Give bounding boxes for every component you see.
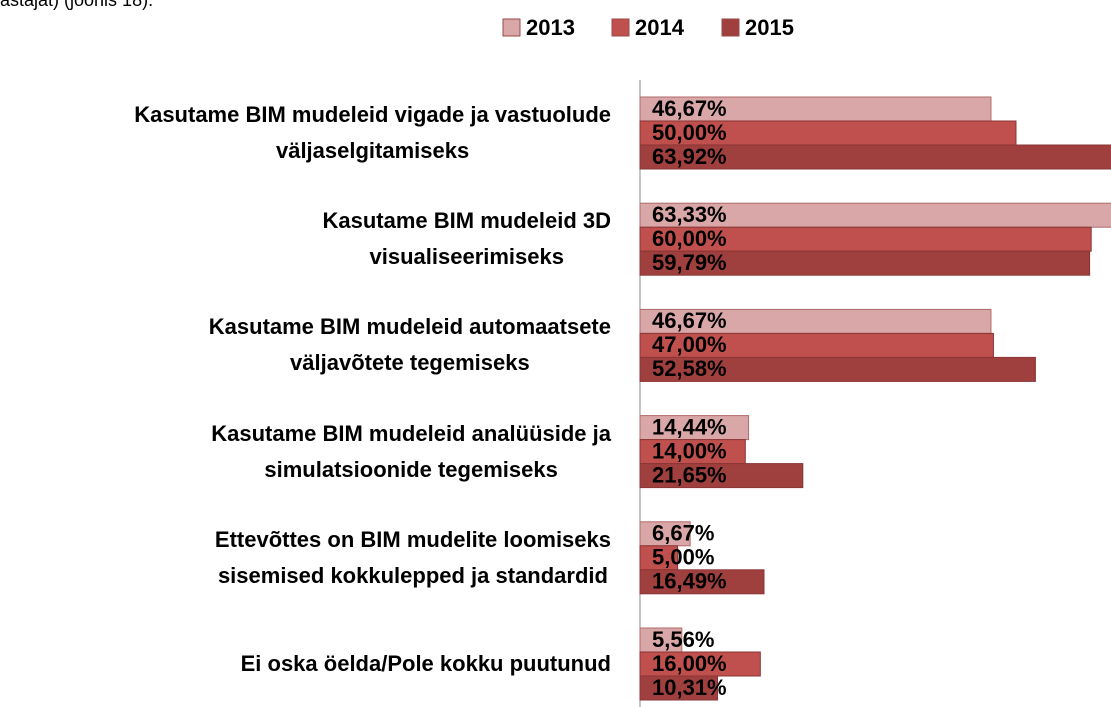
category-line: Kasutame BIM mudeleid 3D	[322, 208, 611, 234]
category-line: Kasutame BIM mudeleid analüüside ja	[211, 420, 611, 446]
category-label: Kasutame BIM mudeleid analüüside ja simul…	[211, 416, 611, 488]
bar	[639, 569, 765, 595]
legend-swatch	[611, 18, 630, 37]
bar	[639, 356, 1036, 382]
data-label: 6,67%	[652, 521, 714, 546]
category-line: simulatsioonide tegemiseks	[264, 456, 558, 482]
data-label: 63,92%	[652, 144, 727, 169]
data-label: 63,33%	[652, 202, 727, 227]
data-label: 21,65%	[652, 462, 727, 487]
category-line: sisemised kokkulepped ja standardid	[217, 562, 608, 588]
data-label: 59,79%	[652, 250, 727, 275]
data-label: 5,00%	[652, 545, 714, 570]
data-label: 14,44%	[652, 414, 727, 439]
category-label: Kasutame BIM mudeleid 3D visualiseerimise…	[322, 203, 611, 275]
category-line: väljavõtete tegemiseks	[290, 350, 530, 376]
data-label: 46,67%	[652, 96, 727, 121]
bar	[639, 250, 1091, 276]
legend-swatch	[502, 18, 521, 37]
data-label: 46,67%	[652, 308, 727, 333]
legend-swatch	[721, 18, 740, 37]
category-label: Kasutame BIM mudeleid vigade ja vastuolu…	[134, 97, 611, 169]
bar	[639, 439, 746, 465]
category-line: Kasutame BIM mudeleid automaatsete	[208, 314, 611, 340]
bar	[639, 120, 1017, 146]
data-label: 16,00%	[652, 651, 727, 676]
category-line: väljaselgitamiseks	[275, 138, 470, 163]
bar	[639, 627, 683, 653]
data-label: 47,00%	[652, 332, 727, 357]
bar	[639, 96, 992, 122]
bar	[639, 463, 804, 489]
category-line: Ei oska öelda/Pole kokku puutunud	[240, 651, 611, 676]
data-label: 52,58%	[652, 356, 727, 381]
category-label: Ei oska öelda/Pole kokku puutunud	[241, 646, 611, 682]
category-label: Ettevõttes on BIM mudelite loomiseks sise…	[215, 522, 611, 594]
bar	[639, 226, 1092, 252]
category-line: Kasutame BIM mudeleid vigade ja vastuolu…	[134, 102, 611, 127]
bar	[639, 675, 719, 701]
legend-label: 2013	[526, 15, 575, 40]
bar	[639, 308, 992, 334]
category-line: Ettevõttes on BIM mudelite loomiseks	[214, 526, 611, 552]
category-line: visualiseerimiseks	[369, 244, 564, 270]
legend-label: 2015	[745, 15, 794, 40]
bar	[639, 144, 1111, 170]
data-label: 14,00%	[652, 438, 727, 463]
data-label: 50,00%	[652, 120, 727, 145]
context-text: astajat) (joonis 18).	[0, 0, 154, 10]
data-label: 60,00%	[652, 226, 727, 251]
data-label: 16,49%	[652, 569, 727, 594]
bar	[639, 651, 761, 677]
legend-label: 2014	[635, 15, 685, 40]
data-label: 10,31%	[652, 675, 727, 700]
data-label: 5,56%	[652, 627, 714, 652]
category-label: Kasutame BIM mudeleid automaatsete väljav…	[209, 309, 611, 381]
bar	[639, 332, 994, 358]
